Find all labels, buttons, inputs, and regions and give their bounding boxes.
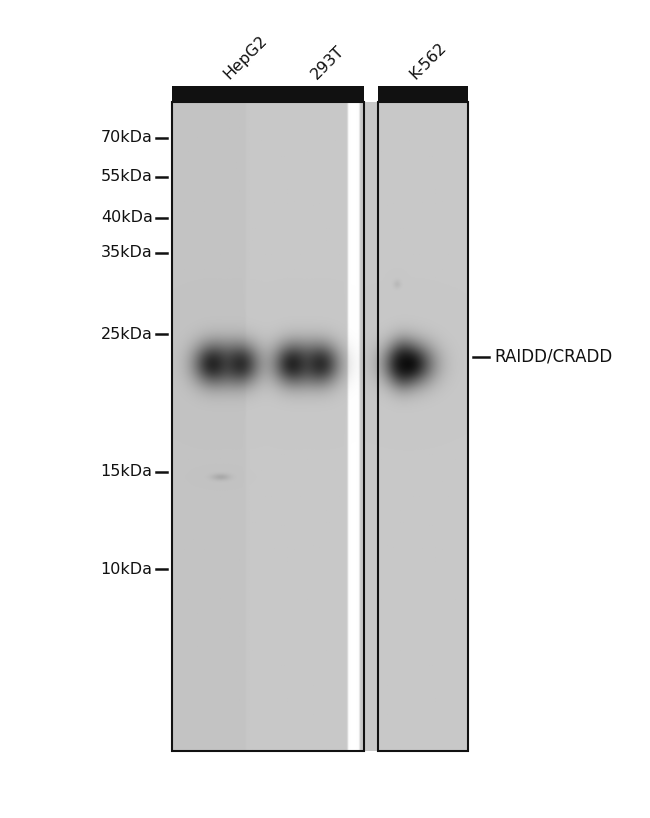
Text: RAIDD/CRADD: RAIDD/CRADD <box>494 348 612 366</box>
Text: 293T: 293T <box>308 43 347 82</box>
Text: 15kDa: 15kDa <box>101 465 153 479</box>
Text: 40kDa: 40kDa <box>101 210 153 225</box>
Bar <box>378 86 468 101</box>
Bar <box>378 102 468 751</box>
Text: HepG2: HepG2 <box>221 33 270 82</box>
Bar <box>172 86 364 101</box>
Text: 25kDa: 25kDa <box>101 327 153 342</box>
Text: 10kDa: 10kDa <box>101 562 153 577</box>
Text: 35kDa: 35kDa <box>101 245 153 260</box>
Bar <box>172 102 364 751</box>
Text: 70kDa: 70kDa <box>101 130 153 146</box>
Text: 55kDa: 55kDa <box>101 169 153 184</box>
Text: K-562: K-562 <box>407 39 449 82</box>
